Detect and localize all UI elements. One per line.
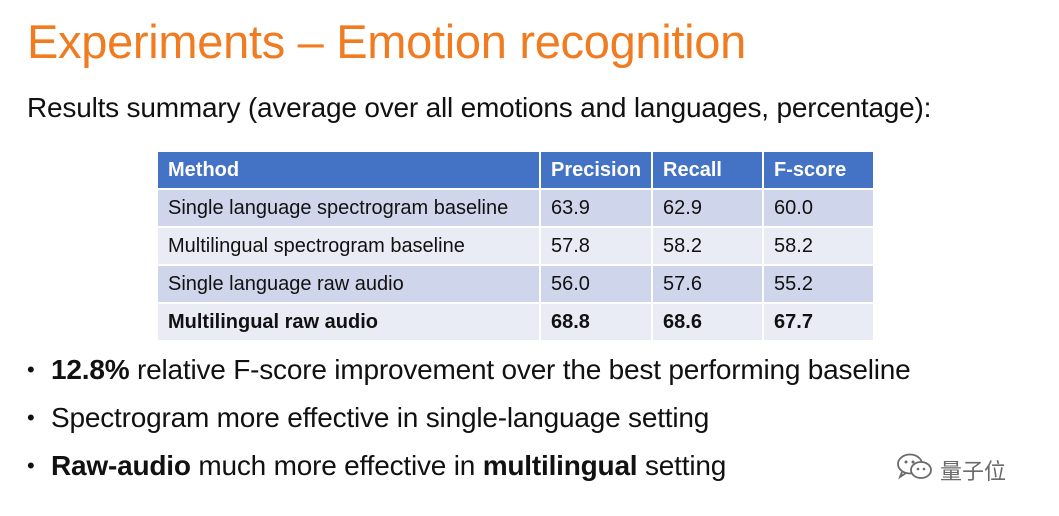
header-fscore: F-score	[763, 152, 874, 189]
bullet-dot-icon: •	[27, 405, 35, 430]
cell-recall: 62.9	[652, 188, 765, 227]
cell-precision: 68.8	[540, 302, 654, 340]
wechat-icon	[896, 452, 934, 488]
bullet-bold: 12.8%	[51, 354, 130, 385]
cell-precision: 56.0	[540, 264, 654, 303]
cell-fscore: 58.2	[763, 226, 874, 265]
cell-fscore: 60.0	[763, 188, 874, 227]
table-header-row: Method Precision Recall F-score	[158, 152, 874, 189]
bullet-bold: multilingual	[482, 450, 638, 481]
bullet-dot-icon: •	[27, 357, 35, 382]
slide-subtitle: Results summary (average over all emotio…	[27, 92, 932, 123]
bullet-dot-icon: •	[27, 453, 35, 478]
cell-recall: 57.6	[652, 264, 765, 303]
table-row: Multilingual spectrogram baseline 57.8 5…	[158, 226, 874, 265]
results-table: Method Precision Recall F-score Single l…	[158, 152, 874, 340]
table-row: Multilingual raw audio 68.8 68.6 67.7	[158, 302, 874, 340]
cell-fscore: 55.2	[763, 264, 874, 303]
cell-method: Single language raw audio	[158, 264, 541, 303]
cell-recall: 58.2	[652, 226, 765, 265]
cell-recall: 68.6	[652, 302, 765, 340]
bullet-text: relative F-score improvement over the be…	[129, 354, 911, 385]
cell-method: Multilingual spectrogram baseline	[158, 226, 541, 265]
cell-precision: 57.8	[540, 226, 654, 265]
bullet-text: Spectrogram more effective in single-lan…	[51, 402, 710, 433]
bullet-bold: Raw-audio	[51, 450, 191, 481]
cell-method: Single language spectrogram baseline	[158, 188, 541, 227]
header-method: Method	[158, 152, 541, 189]
header-recall: Recall	[652, 152, 765, 189]
table-row: Single language spectrogram baseline 63.…	[158, 188, 874, 227]
cell-method: Multilingual raw audio	[158, 302, 541, 340]
cell-precision: 63.9	[540, 188, 654, 227]
bullet-item: • 12.8% relative F-score improvement over…	[27, 350, 911, 398]
slide-title: Experiments – Emotion recognition	[27, 15, 746, 68]
bullet-text: much more effective in	[190, 450, 483, 481]
bullet-item: • Spectrogram more effective in single-la…	[27, 398, 911, 446]
table-row: Single language raw audio 56.0 57.6 55.2	[158, 264, 874, 303]
watermark: 量子位	[896, 452, 1006, 488]
bullet-text: setting	[637, 450, 727, 481]
header-precision: Precision	[540, 152, 654, 189]
bullet-item: • Raw-audio much more effective in multil…	[27, 446, 911, 494]
watermark-text: 量子位	[940, 459, 1007, 484]
bullet-list: • 12.8% relative F-score improvement over…	[27, 350, 911, 494]
cell-fscore: 67.7	[763, 302, 874, 340]
